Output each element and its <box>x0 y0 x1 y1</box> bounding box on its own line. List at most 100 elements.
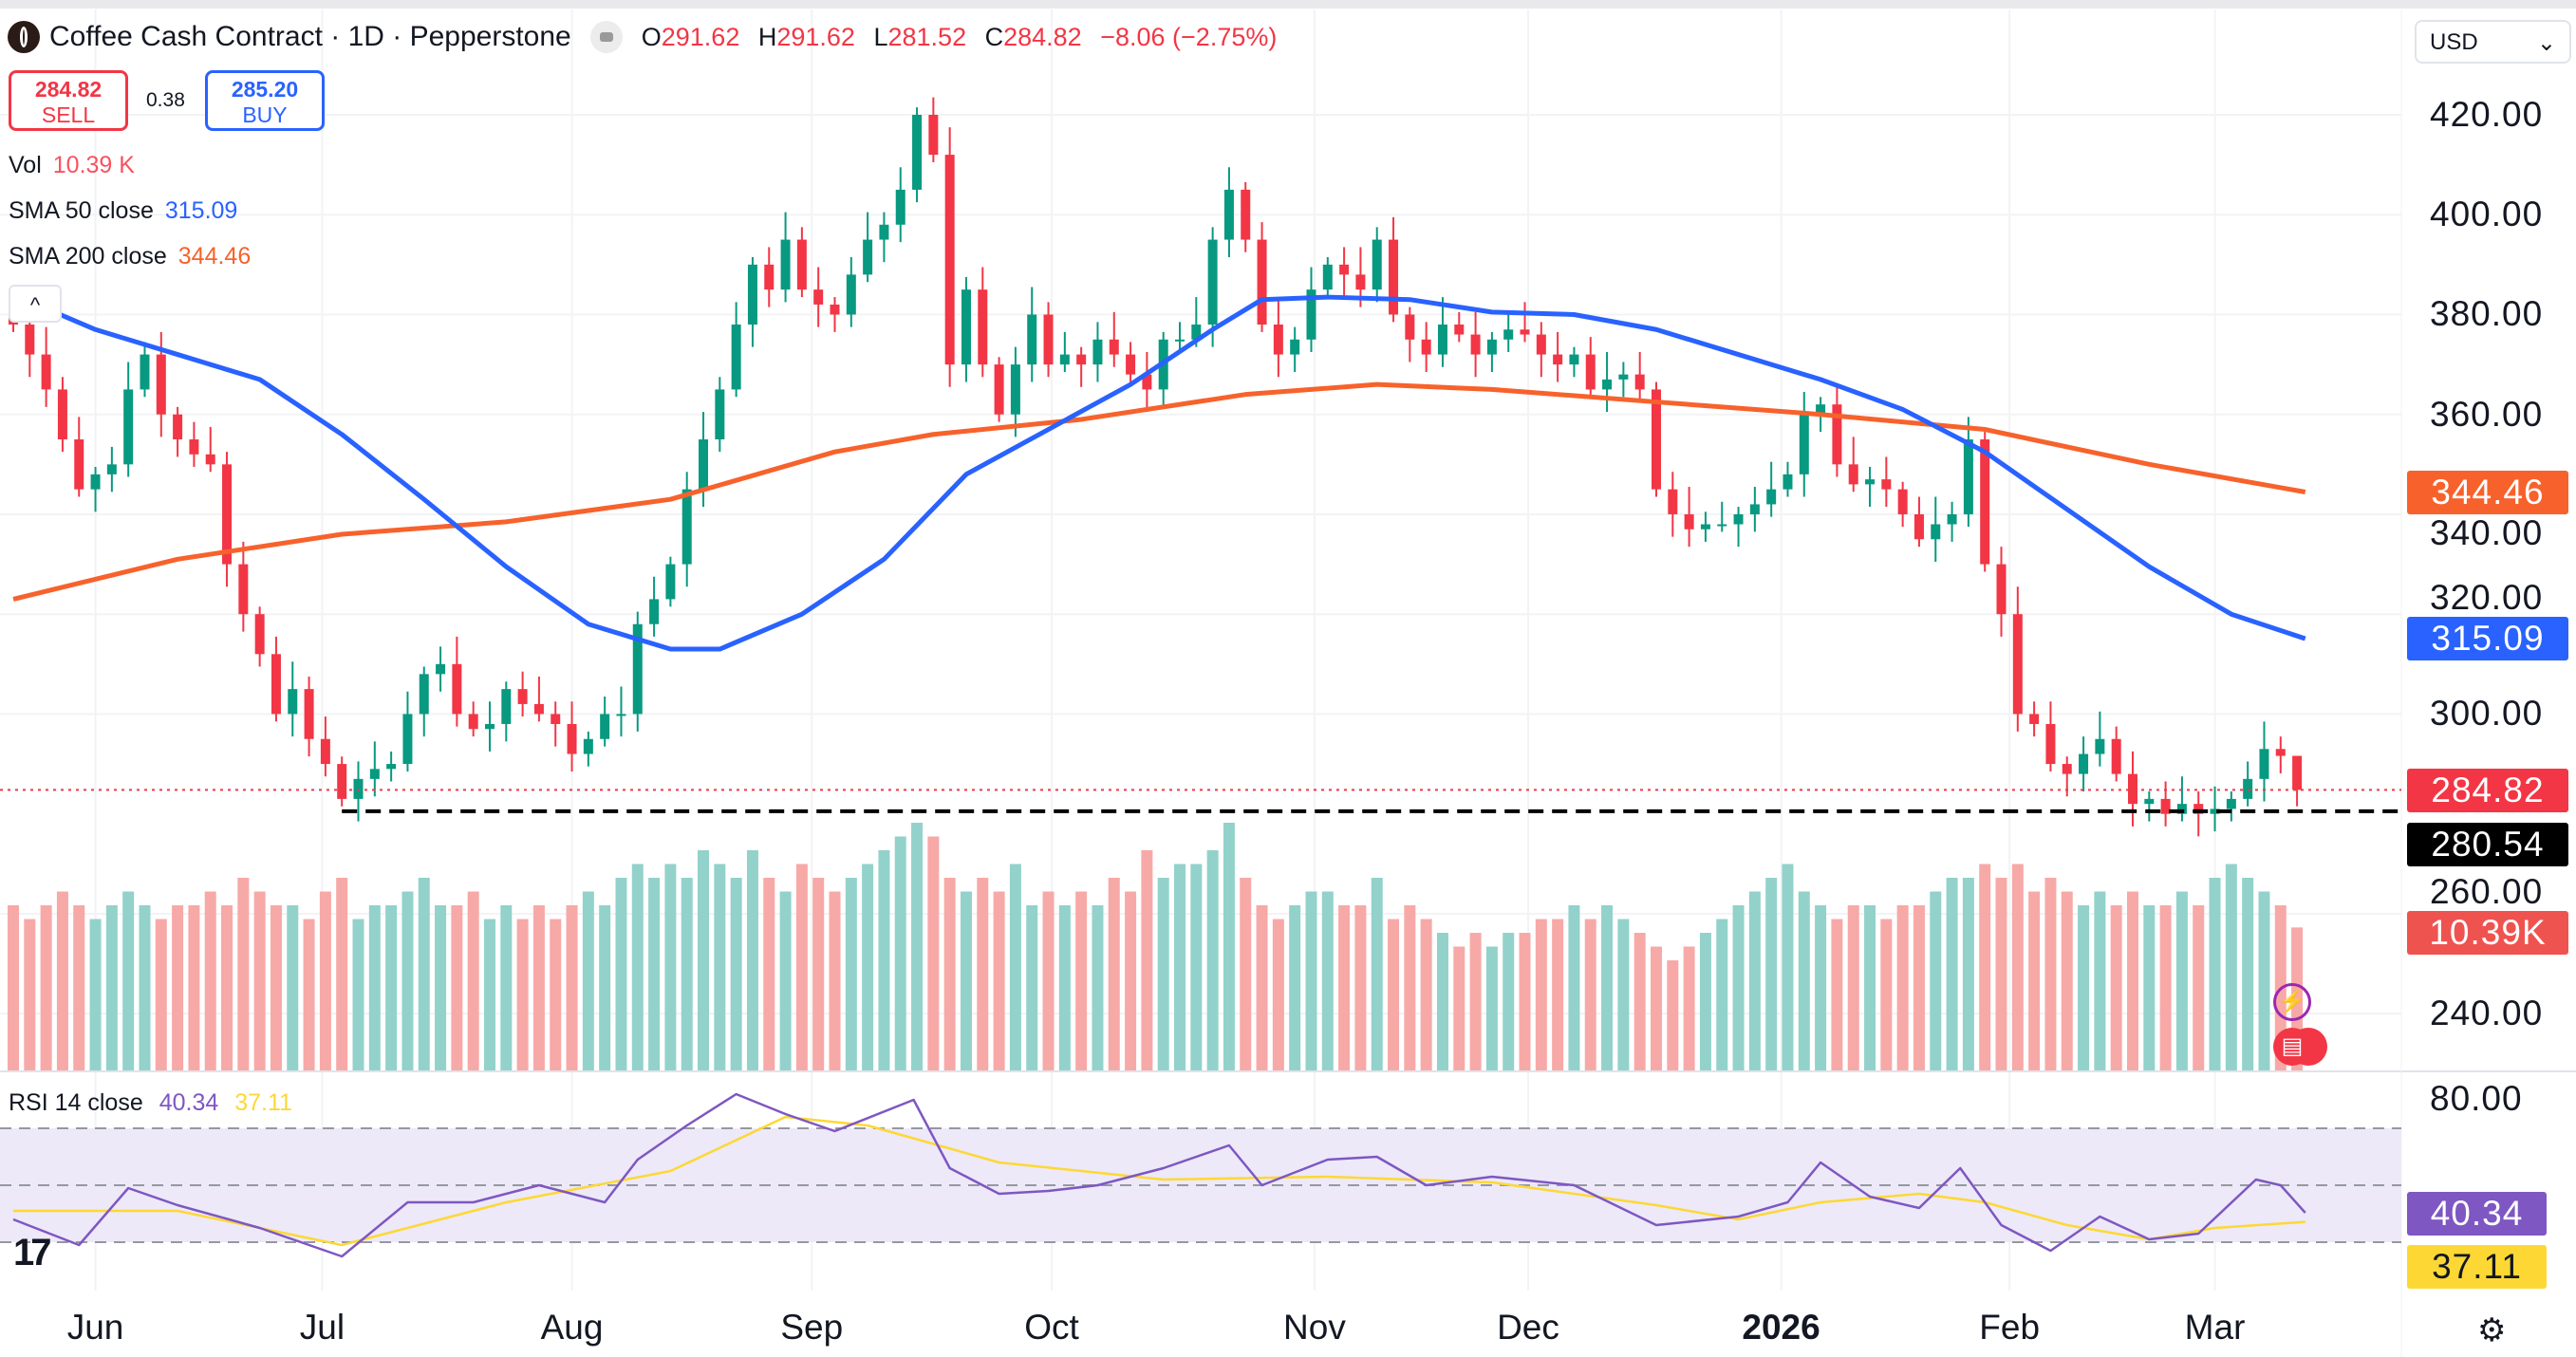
sell-label: SELL <box>41 102 96 127</box>
volume-bar <box>105 905 118 1070</box>
volume-bar <box>2110 905 2122 1070</box>
time-axis-label: Nov <box>1283 1308 1346 1347</box>
volume-bar <box>2126 891 2138 1070</box>
price-axis-label: 240.00 <box>2430 994 2544 1033</box>
candle-body <box>369 769 380 779</box>
volume-badge: 10.39K <box>2407 911 2568 955</box>
volume-bar <box>89 919 102 1070</box>
volume-bar <box>1108 878 1120 1070</box>
settings-gear-icon[interactable]: ⚙ <box>2477 1312 2507 1348</box>
candle-body <box>533 703 544 715</box>
candle-body <box>2160 798 2171 814</box>
volume-bar <box>1847 905 1859 1070</box>
spread-value: 0.38 <box>146 89 185 111</box>
candle-body <box>1832 404 1842 465</box>
ohlc-values: O291.62 H291.62 L281.52 C284.82 −8.06 (−… <box>642 23 1289 52</box>
candle-body <box>1799 414 1809 474</box>
candle-body <box>1947 513 1957 525</box>
volume-bar <box>566 905 578 1070</box>
volume-bar <box>1436 933 1448 1070</box>
volume-bar <box>779 891 792 1070</box>
candle-body <box>452 663 462 715</box>
legend-sma200[interactable]: SMA 200 close 344.46 <box>9 243 251 270</box>
volume-bar <box>1125 891 1137 1070</box>
candle-body <box>1634 374 1645 390</box>
candle-body <box>1207 239 1218 325</box>
candle-body <box>1553 354 1563 365</box>
volume-bar <box>385 905 398 1070</box>
volume-bar <box>270 905 282 1070</box>
us-flag-events-icon[interactable]: ▤ <box>2273 1028 2311 1066</box>
candle-body <box>2029 714 2040 724</box>
rsi-legend[interactable]: RSI 14 close 40.34 37.11 <box>9 1089 292 1117</box>
candle-body <box>747 264 757 325</box>
candle-body <box>173 414 183 440</box>
candle-body <box>1372 239 1382 290</box>
volume-bar <box>2078 905 2090 1070</box>
volume-bar <box>2044 878 2057 1070</box>
tradingview-logo[interactable]: 17 <box>13 1232 51 1273</box>
market-status-icon[interactable] <box>589 21 623 53</box>
volume-bar <box>1748 891 1761 1070</box>
lightning-event-icon[interactable]: ⚡ <box>2273 983 2311 1021</box>
volume-bar <box>1683 946 1695 1070</box>
volume-bar <box>615 878 627 1070</box>
candle-body <box>600 714 610 739</box>
candle-body <box>731 325 741 390</box>
volume-bar <box>681 878 693 1070</box>
change-value: −8.06 (−2.75%) <box>1100 22 1278 51</box>
symbol-title[interactable]: Coffee Cash Contract · 1D · Pepperstone <box>49 21 571 52</box>
close-value: 284.82 <box>1003 22 1082 51</box>
candle-body <box>1668 489 1678 514</box>
buy-label: BUY <box>242 102 288 127</box>
candle-body <box>2012 614 2023 715</box>
price-axis-label: 260.00 <box>2430 872 2544 911</box>
candle-body <box>484 723 495 730</box>
volume-bar <box>1289 905 1301 1070</box>
volume-bar <box>1157 878 1169 1070</box>
candle-body <box>681 489 692 565</box>
candle-body <box>632 623 643 715</box>
volume-bar <box>2175 891 2188 1070</box>
candle-body <box>649 599 660 624</box>
volume-bar <box>2011 864 2024 1070</box>
candle-body <box>1109 339 1119 355</box>
candle-body <box>846 274 856 315</box>
buy-button[interactable]: 285.20 BUY <box>205 70 325 131</box>
candle-body <box>106 464 117 474</box>
currency-select[interactable]: USD ⌄ <box>2415 20 2571 64</box>
sell-button[interactable]: 284.82 SELL <box>9 70 128 131</box>
candle-body <box>2259 749 2269 779</box>
candle-body <box>1290 339 1300 355</box>
volume-bar <box>237 878 250 1070</box>
volume-bar <box>1058 905 1071 1070</box>
price-axis-label: 340.00 <box>2430 513 2544 552</box>
candle-body <box>879 224 889 240</box>
rsi-badge: 40.34 <box>2407 1192 2547 1236</box>
candle-body <box>436 663 446 675</box>
volume-bar <box>1864 905 1876 1070</box>
price-axis-label: 320.00 <box>2430 578 2544 617</box>
volume-bar <box>1651 946 1662 1070</box>
candle-body <box>1126 354 1136 375</box>
legend-volume[interactable]: Vol 10.39 K <box>9 152 135 179</box>
volume-bar <box>8 905 19 1070</box>
volume-bar <box>829 891 841 1070</box>
candle-body <box>863 239 873 275</box>
candle-body <box>386 764 397 770</box>
legend-sma50[interactable]: SMA 50 close 315.09 <box>9 197 237 225</box>
sma50-line <box>12 292 2306 652</box>
candle-body <box>205 454 215 465</box>
candle-body <box>1322 264 1333 290</box>
candle-body <box>1700 524 1710 530</box>
collapse-legend-button[interactable]: ^ <box>9 285 62 323</box>
volume-bar <box>2258 891 2270 1070</box>
volume-bar <box>1979 864 1991 1070</box>
volume-bar <box>1371 878 1383 1070</box>
volume-bar <box>664 864 677 1070</box>
candle-body <box>2292 755 2303 790</box>
price-axis-label: 420.00 <box>2430 95 2544 134</box>
volume-bar <box>516 919 529 1070</box>
candle-body <box>583 738 593 754</box>
